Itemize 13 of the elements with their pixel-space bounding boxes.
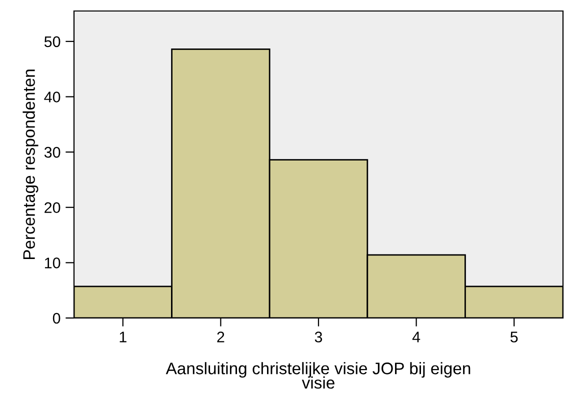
y-tick-label: 40	[44, 92, 60, 102]
x-tick-label: 3	[314, 332, 322, 342]
x-axis-title: Aansluiting christelijke visie JOP bij eigen visie	[166, 362, 470, 389]
x-tick-label: 4	[412, 332, 420, 342]
y-tick-label: 50	[44, 36, 60, 48]
y-axis-title: Percentage respondenten	[22, 70, 38, 260]
x-tick-label: 2	[217, 332, 224, 342]
y-tick-label: 30	[44, 146, 60, 158]
x-tick-label: 1	[120, 332, 126, 342]
x-tick-label: 5	[510, 332, 518, 342]
y-tick-label: 10	[44, 258, 60, 268]
y-tick-label: 0	[52, 312, 60, 324]
y-tick-label: 20	[44, 202, 60, 214]
